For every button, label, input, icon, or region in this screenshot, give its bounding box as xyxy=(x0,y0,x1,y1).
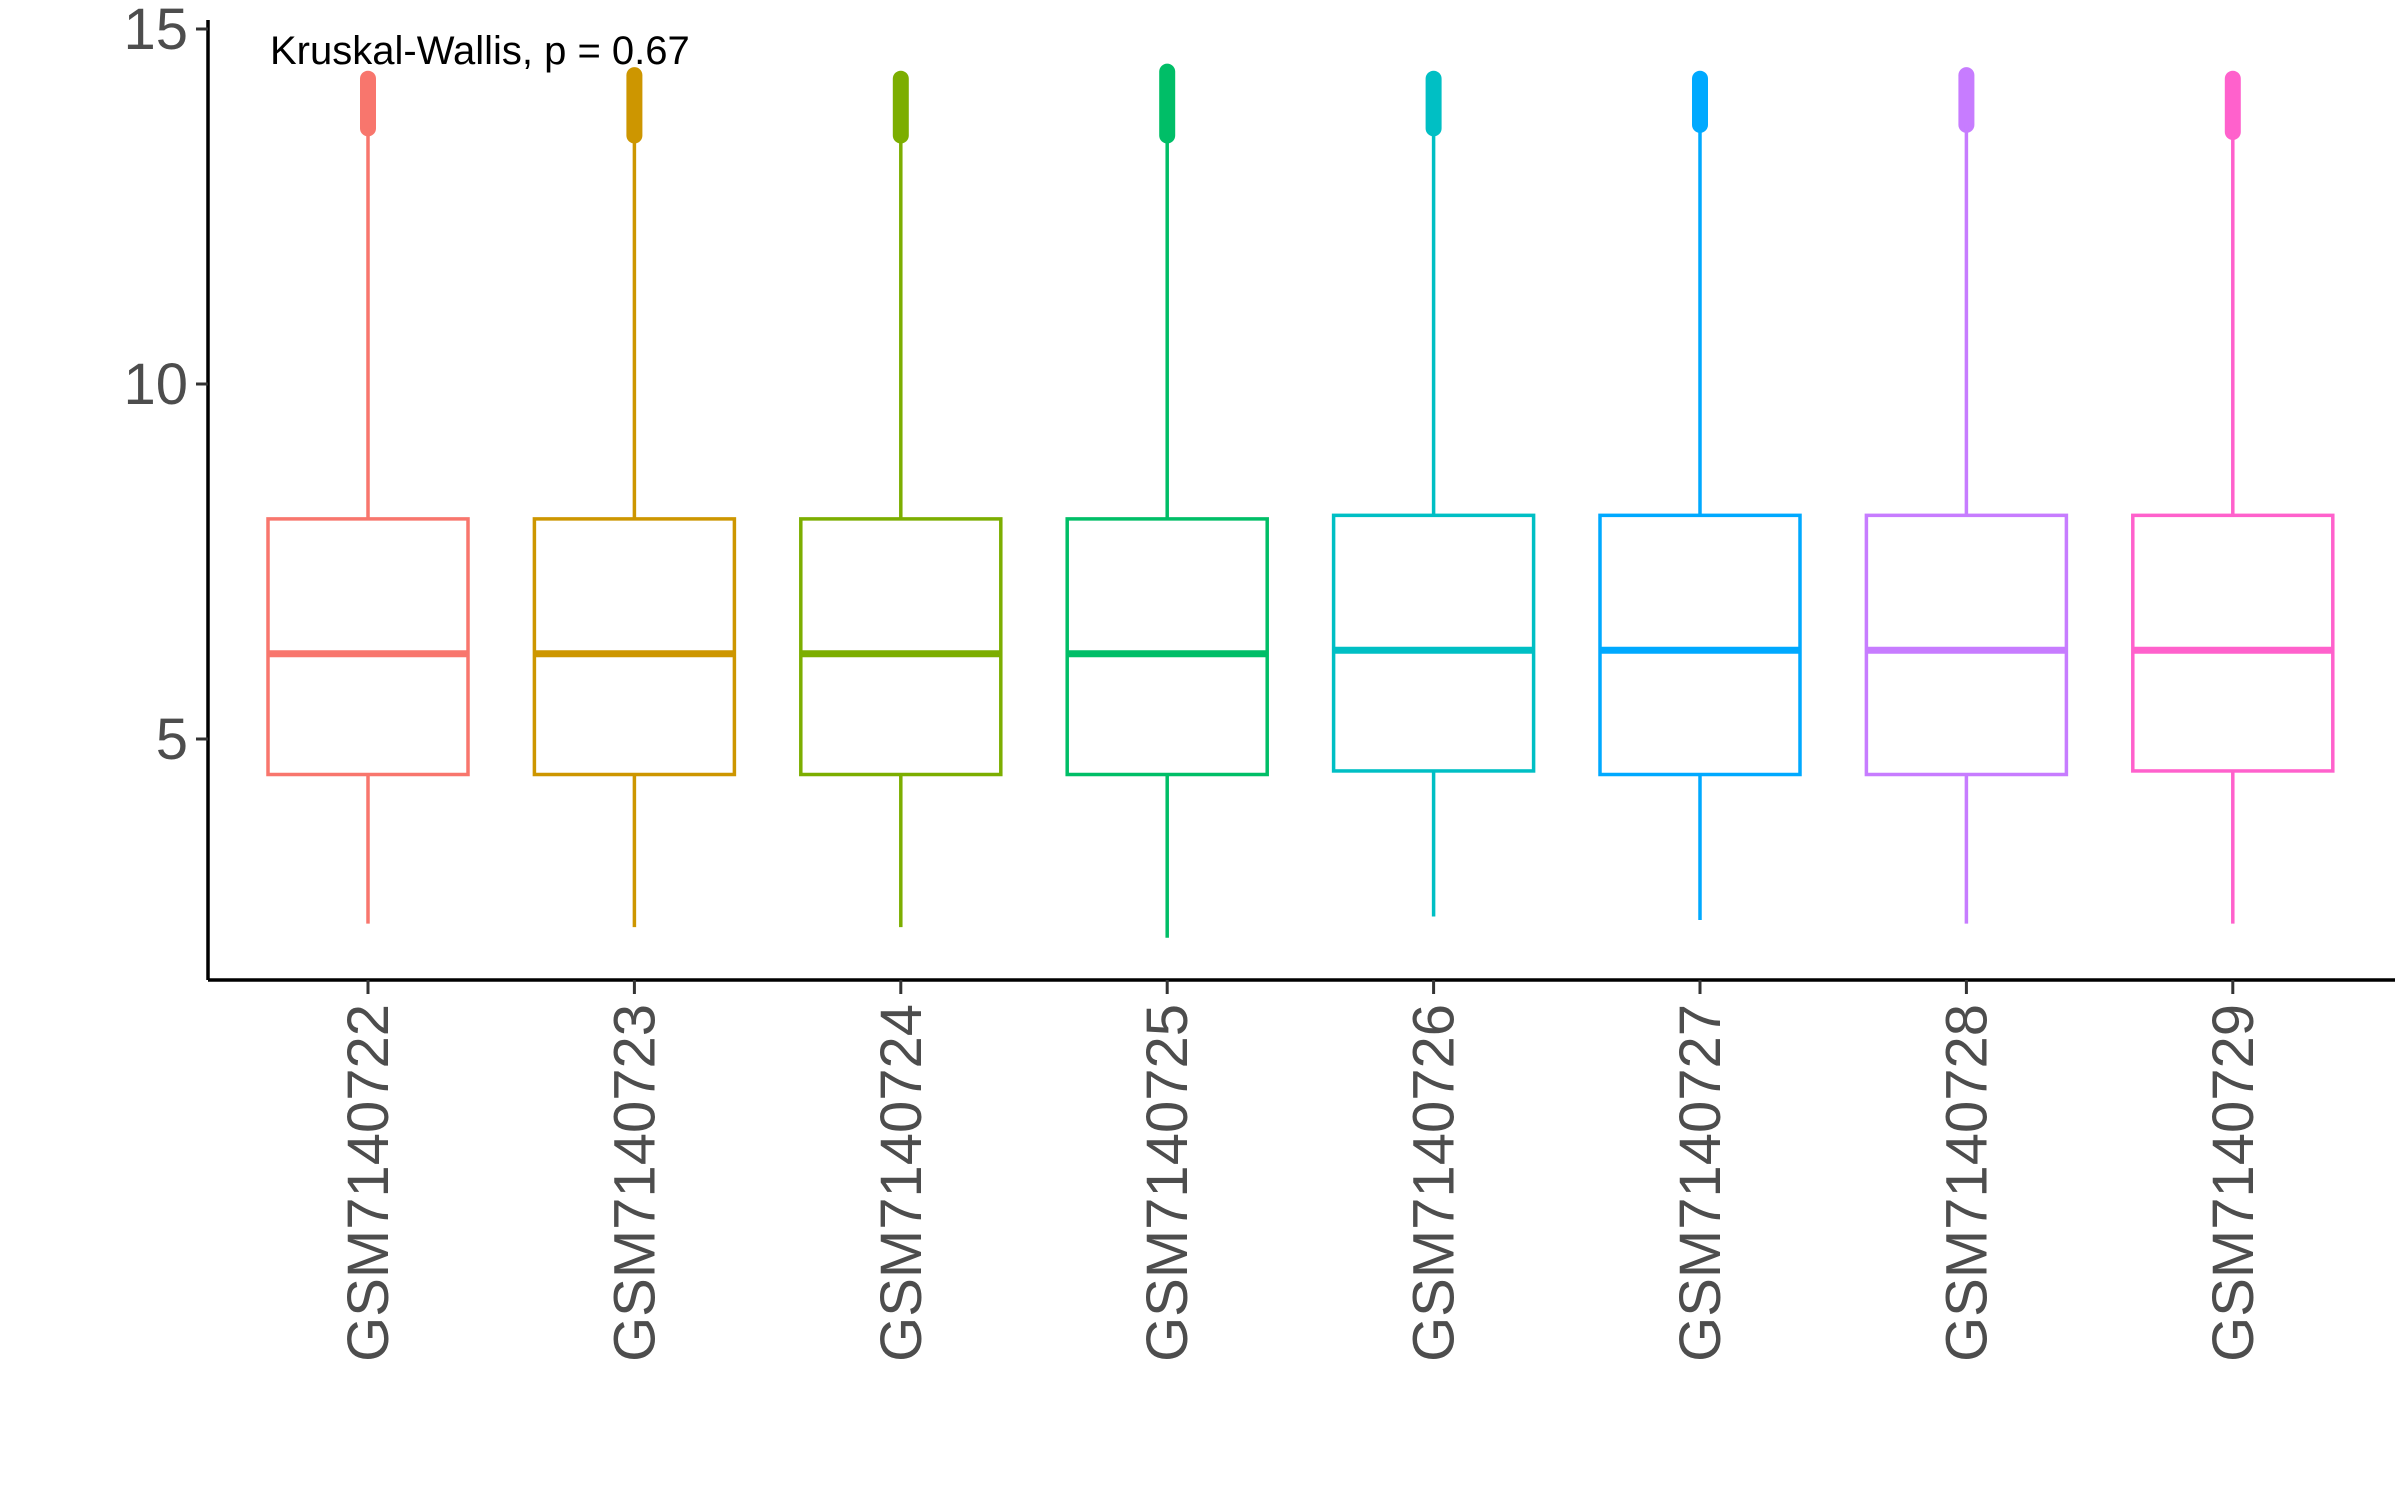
y-tick-label: 5 xyxy=(156,707,188,772)
box-GSM7140724 xyxy=(799,70,1003,928)
iqr-box xyxy=(799,517,1003,777)
y-tick-label: 15 xyxy=(123,0,188,62)
box-GSM7140729 xyxy=(2131,70,2335,924)
iqr-box xyxy=(2131,513,2335,773)
x-tick-label: GSM7140728 xyxy=(1934,1004,1999,1362)
iqr-box xyxy=(266,517,470,777)
iqr-box xyxy=(1331,513,1536,773)
box-GSM7140728 xyxy=(1864,67,2069,924)
x-tick-label: GSM7140727 xyxy=(1668,1004,1733,1362)
box-GSM7140722 xyxy=(266,70,470,924)
box-GSM7140725 xyxy=(1065,63,1269,938)
x-tick-label: GSM7140722 xyxy=(336,1004,401,1362)
iqr-box xyxy=(1864,513,2069,777)
x-axis: GSM7140722 GSM7140723 GSM7140724 GSM7140725… xyxy=(208,978,2395,1362)
iqr-box xyxy=(1598,513,1802,777)
kruskal-wallis-annotation: Kruskal-Wallis, p = 0.67 xyxy=(270,29,690,73)
x-tick-label: GSM7140729 xyxy=(2201,1004,2266,1362)
x-tick-label: GSM7140725 xyxy=(1135,1004,1200,1362)
box-series xyxy=(266,63,2335,938)
iqr-box xyxy=(1065,517,1269,777)
box-GSM7140726 xyxy=(1331,70,1536,917)
x-tick-label: GSM7140724 xyxy=(869,1004,934,1362)
box-GSM7140727 xyxy=(1598,70,1802,921)
iqr-box xyxy=(532,517,737,777)
y-axis: 5 10 15 xyxy=(123,0,210,980)
x-tick-label: GSM7140726 xyxy=(1402,1004,1467,1362)
y-tick-label: 10 xyxy=(123,352,188,417)
x-tick-label: GSM7140723 xyxy=(602,1004,667,1362)
box-GSM7140723 xyxy=(532,67,737,928)
